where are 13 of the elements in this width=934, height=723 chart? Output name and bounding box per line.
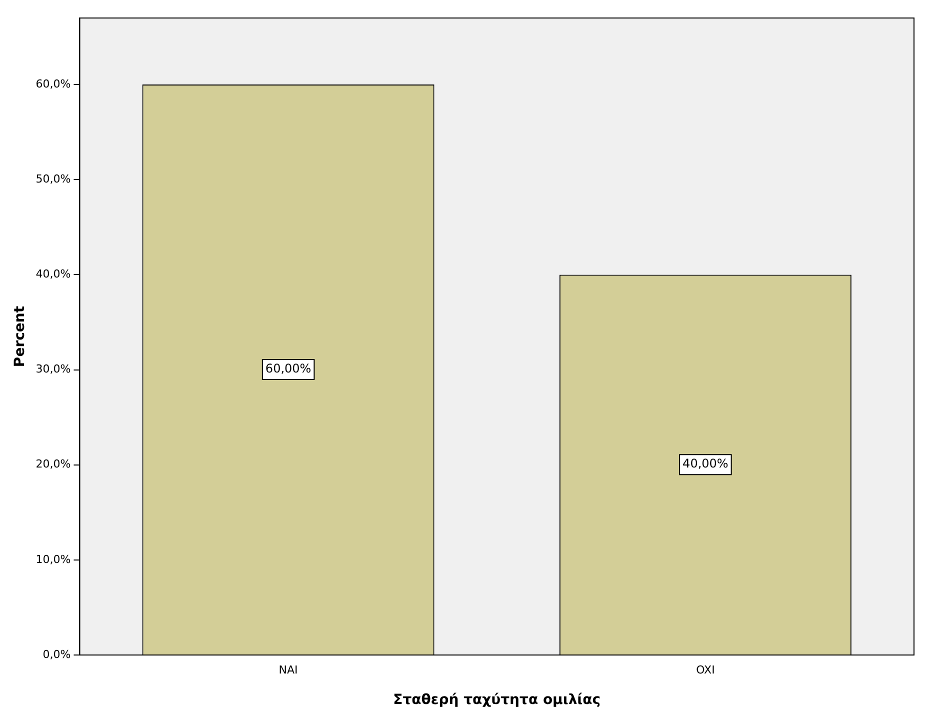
y-tick-label: 20,0% [36, 458, 71, 471]
x-tick-label: NAI [278, 663, 298, 676]
data-label: 60,00% [265, 362, 312, 376]
y-tick-label: 60,0% [36, 77, 71, 90]
x-axis-title: Σταθερή ταχύτητα ομιλίας [393, 692, 601, 708]
data-label: 40,00% [682, 456, 728, 471]
y-tick-label: 10,0% [36, 552, 71, 566]
y-tick-label: 30,0% [36, 362, 71, 376]
y-tick-label: 40,0% [36, 268, 71, 281]
y-tick-label: 0,0% [42, 648, 71, 661]
x-tick-label: OXI [696, 663, 715, 676]
y-tick-label: 50,0% [36, 172, 71, 186]
y-axis-title: Percent [12, 306, 28, 368]
